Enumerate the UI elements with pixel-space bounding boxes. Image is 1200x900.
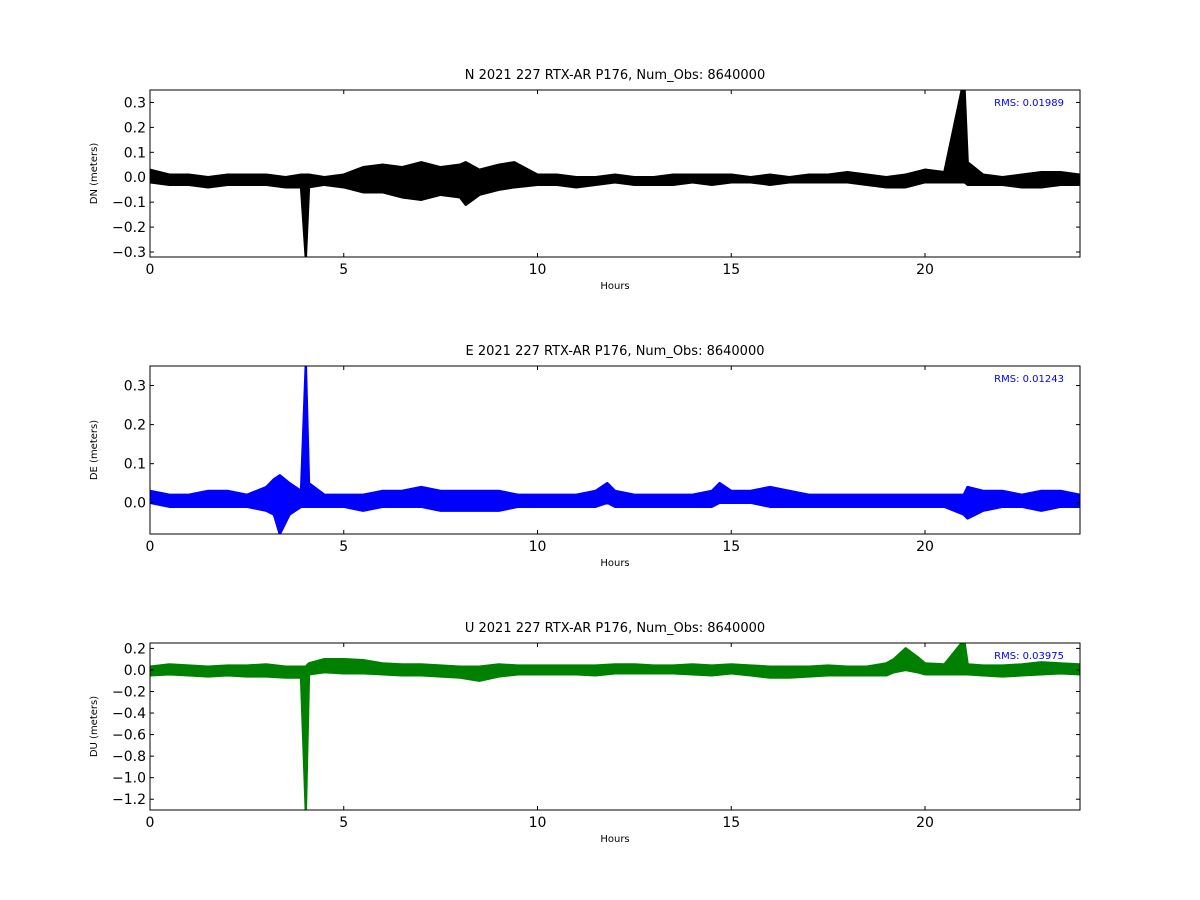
y-axis-label: DN (meters) bbox=[89, 143, 100, 205]
subplot-1: 0 5 10 15 20 0.3 0.2 0.1 0.0 −0.1 −0.2 −0.3 N 2021 2… bbox=[89, 68, 1081, 292]
x-axis-label: Hours bbox=[600, 834, 629, 845]
plot-frame bbox=[149, 365, 1081, 535]
x-tick-label: 0 bbox=[146, 262, 155, 278]
rms-annotation: RMS: 0.03975 bbox=[994, 651, 1064, 662]
y-tick-label: −0.8 bbox=[112, 749, 146, 765]
y-tick-label: 0.2 bbox=[124, 418, 146, 434]
y-axis-label: DU (meters) bbox=[89, 696, 100, 757]
x-axis-label: Hours bbox=[600, 281, 629, 292]
x-axis-label: Hours bbox=[600, 558, 629, 569]
plot-frame bbox=[149, 642, 1081, 811]
y-tick-label: 0.1 bbox=[124, 457, 146, 473]
y-tick-label: −0.4 bbox=[112, 706, 146, 722]
x-tick-label: 20 bbox=[916, 815, 934, 831]
series-1-band bbox=[150, 366, 1080, 534]
subplot-3: 0 5 10 15 20 0.2 0.0 −0.2 −0.4 −0.6 −0.8 −1.0 −1.2 U … bbox=[89, 621, 1081, 845]
chart-title: U 2021 227 RTX-AR P176, Num_Obs: 8640000 bbox=[465, 621, 765, 636]
y-tick-label: −0.2 bbox=[112, 220, 146, 236]
plot-frame bbox=[149, 89, 1081, 258]
series-1-band bbox=[150, 643, 1080, 810]
x-tick-label: 5 bbox=[339, 539, 348, 555]
x-tick-label: 10 bbox=[529, 262, 547, 278]
x-tick-label: 15 bbox=[722, 539, 740, 555]
y-tick-label: 0.2 bbox=[124, 641, 146, 657]
y-tick-label: −0.6 bbox=[112, 728, 146, 744]
y-tick-label: −0.2 bbox=[112, 684, 146, 700]
y-tick-label: −1.2 bbox=[112, 792, 146, 808]
x-tick-label: 20 bbox=[916, 539, 934, 555]
y-tick-label: 0.0 bbox=[124, 663, 146, 679]
y-tick-label: 0.3 bbox=[124, 95, 146, 111]
x-tick-label: 20 bbox=[916, 262, 934, 278]
y-tick-label: −0.1 bbox=[112, 195, 146, 211]
x-tick-label: 0 bbox=[146, 815, 155, 831]
y-tick-label: 0.2 bbox=[124, 120, 146, 136]
series-1-band bbox=[150, 90, 1080, 257]
x-tick-label: 15 bbox=[722, 262, 740, 278]
x-tick-label: 15 bbox=[722, 815, 740, 831]
y-tick-label: 0.3 bbox=[124, 379, 146, 395]
chart-title: N 2021 227 RTX-AR P176, Num_Obs: 8640000 bbox=[465, 68, 765, 83]
rms-annotation: RMS: 0.01243 bbox=[994, 374, 1064, 385]
y-axis-label: DE (meters) bbox=[89, 420, 100, 480]
x-tick-label: 10 bbox=[529, 815, 547, 831]
y-tick-label: −0.3 bbox=[112, 245, 146, 261]
y-tick-label: −1.0 bbox=[112, 771, 146, 787]
x-tick-label: 5 bbox=[339, 815, 348, 831]
y-tick-label: 0.0 bbox=[124, 496, 146, 512]
x-tick-label: 5 bbox=[339, 262, 348, 278]
y-tick-label: 0.1 bbox=[124, 145, 146, 161]
y-tick-label: 0.0 bbox=[124, 170, 146, 186]
x-tick-label: 10 bbox=[529, 539, 547, 555]
rms-annotation: RMS: 0.01989 bbox=[994, 98, 1064, 109]
subplot-2: 0 5 10 15 20 0.3 0.2 0.1 0.0 E 2021 227 RTX-AR P1… bbox=[89, 344, 1081, 569]
chart-title: E 2021 227 RTX-AR P176, Num_Obs: 8640000 bbox=[466, 344, 765, 359]
x-tick-label: 0 bbox=[146, 539, 155, 555]
